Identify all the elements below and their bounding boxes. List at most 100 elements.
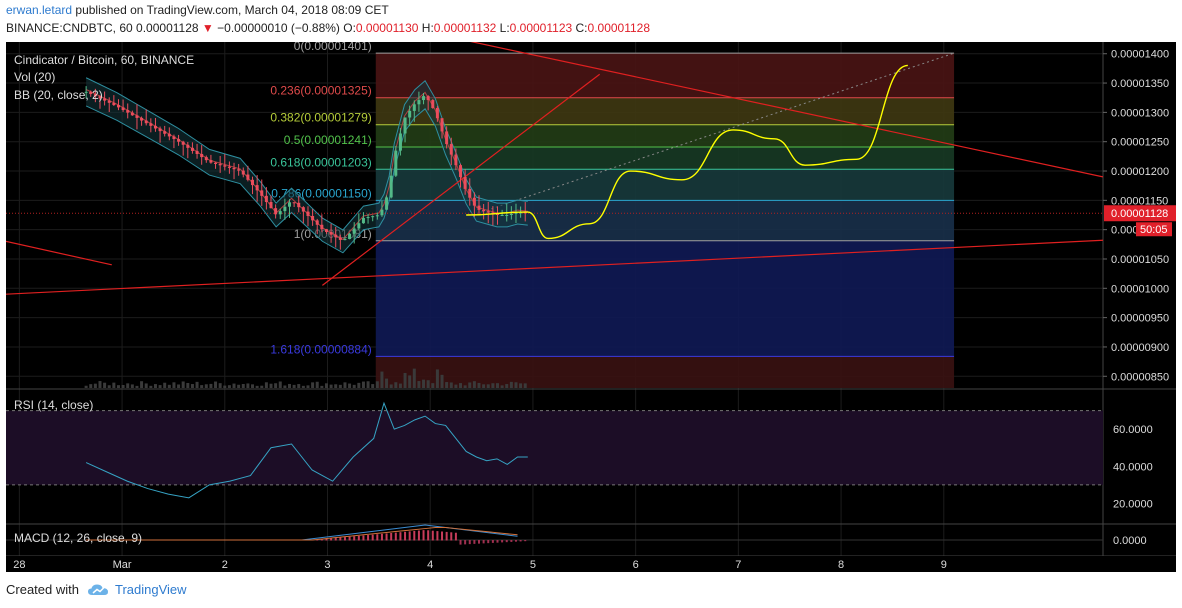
candle-body (116, 105, 120, 108)
candle-body (260, 190, 264, 196)
candle-body (301, 207, 305, 212)
macd-histogram-bar (380, 533, 383, 541)
candle-body (320, 224, 324, 230)
vol-legend: Vol (20) (14, 70, 55, 84)
candle-body (186, 144, 190, 148)
chart-svg[interactable]: 0(0.00001401) 0.236(0.00001325) 0.382(0.00… (6, 39, 1176, 572)
volume-bar (274, 383, 278, 388)
rsi-legend: RSI (14, close) (14, 398, 93, 412)
macd-histogram-bar (394, 532, 397, 541)
candle-body (214, 162, 218, 164)
volume-bar (306, 385, 310, 388)
rising-trendline (321, 73, 601, 286)
volume-bar (190, 384, 194, 388)
volume-bar (214, 381, 218, 388)
candle-body (84, 91, 88, 93)
volume-bar (237, 384, 241, 388)
volume-bar (311, 382, 315, 388)
volume-bar (260, 385, 264, 388)
candle-body (324, 229, 328, 233)
volume-bar (264, 382, 268, 388)
candle-body (514, 212, 518, 214)
price-tick-label: 0.00000950 (1111, 313, 1169, 325)
chart-area[interactable]: 0(0.00001401) 0.236(0.00001325) 0.382(0.00… (6, 39, 1176, 572)
volume-bar (287, 383, 291, 388)
candle-body (292, 202, 296, 204)
price-tick-label: 0.00001000 (1111, 283, 1169, 295)
candle-body (149, 123, 153, 126)
macd-histogram-bar (450, 532, 453, 541)
date-tick-label: 5 (530, 559, 536, 571)
volume-bar (519, 383, 523, 388)
macd-histogram-bar (468, 540, 471, 545)
candle-body (306, 211, 310, 216)
candle-body (153, 125, 157, 129)
price-tick-label: 0.00001350 (1111, 78, 1169, 90)
macd-histogram-bar (320, 539, 323, 541)
volume-bar (417, 381, 421, 388)
countdown-tag (1136, 222, 1172, 237)
volume-bar (454, 384, 458, 388)
volume-bar (422, 379, 426, 388)
volume-bar (500, 385, 504, 388)
volume-bar (89, 384, 93, 388)
volume-bar (255, 385, 259, 388)
volume-bar (223, 385, 227, 388)
macd-histogram-bar (339, 537, 342, 541)
candle-body (477, 205, 481, 210)
volume-bar (403, 372, 407, 388)
volume-bar (509, 381, 513, 388)
down-arrow-icon: ▼ (201, 21, 214, 35)
last-price-tag (1104, 205, 1176, 222)
candle-body (121, 107, 125, 111)
tradingview-link[interactable]: TradingView (114, 582, 187, 597)
volume-bar (103, 382, 107, 388)
macd-histogram-bar (464, 540, 467, 545)
macd-histogram-bar (408, 531, 411, 541)
macd-histogram-bar (505, 540, 508, 543)
macd-histogram-bar (334, 537, 337, 541)
candle-body (103, 98, 107, 101)
macd-histogram-bar (376, 534, 379, 541)
volume-bar (389, 384, 393, 388)
candle-body (195, 150, 199, 155)
candle-body (408, 110, 412, 118)
candle-body (246, 174, 250, 180)
macd-histogram-bar (478, 540, 481, 544)
candle-body (468, 188, 472, 198)
author-link[interactable]: erwan.letard (6, 3, 73, 17)
volume-bar (380, 371, 384, 388)
close-value: 0.00001128 (587, 21, 651, 35)
candle-body (172, 136, 176, 140)
volume-bar (130, 384, 134, 388)
fib-zone (375, 240, 955, 357)
volume-bar (468, 382, 472, 388)
candle-body (422, 96, 426, 101)
candle-body (371, 216, 375, 218)
candle-body (297, 202, 301, 208)
fib-zone (375, 146, 955, 170)
candle-body (232, 167, 236, 170)
volume-bar (172, 382, 176, 388)
candle-body (190, 147, 194, 151)
volume-bar (463, 385, 467, 388)
macd-histogram-bar (357, 535, 360, 541)
candle-body (500, 215, 504, 216)
volume-bar (112, 382, 116, 388)
candle-body (218, 163, 222, 166)
fib-zone (375, 53, 955, 98)
price-tick-label: 0.00000900 (1111, 342, 1169, 354)
volume-bar (209, 383, 213, 388)
candle-body (130, 112, 134, 116)
volume-bar (371, 384, 375, 388)
candle-body (412, 104, 416, 111)
macd-signal-line (86, 527, 518, 541)
volume-bar (482, 384, 486, 388)
price-tick-label: 0.00001200 (1111, 166, 1169, 178)
volume-bar (440, 374, 444, 388)
volume-bar (357, 382, 361, 388)
volume-bar (163, 382, 167, 388)
macd-histogram-bar (487, 540, 490, 544)
fib-level-label: 0(0.00001401) (294, 42, 372, 53)
macd-histogram-bar (519, 540, 522, 542)
